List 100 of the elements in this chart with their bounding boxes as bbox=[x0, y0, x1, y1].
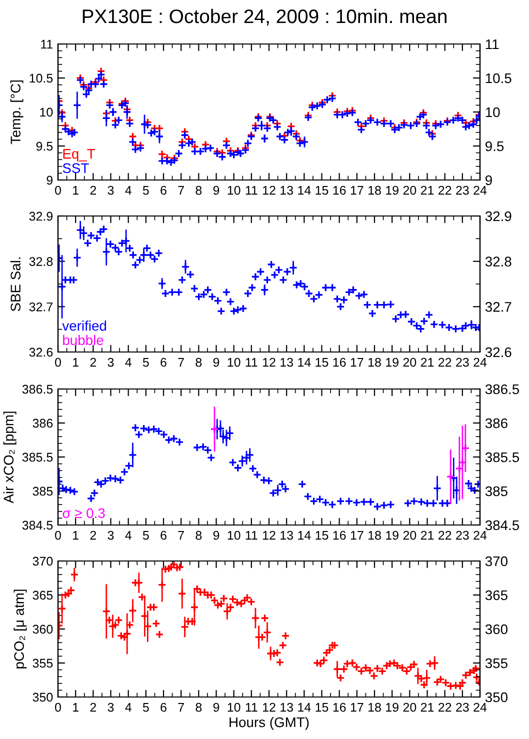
x-tick-label: 1 bbox=[73, 703, 78, 712]
x-tick-label: 17 bbox=[350, 358, 364, 367]
x-tick-label: 23 bbox=[456, 530, 469, 540]
x-tick-label: 7 bbox=[178, 186, 184, 195]
x-tick-label: 13 bbox=[280, 186, 293, 195]
x-tick-label: 14 bbox=[298, 358, 311, 367]
y2-tick-label: 384.5 bbox=[485, 520, 520, 530]
x-tick-label: 7 bbox=[178, 531, 184, 540]
x-tick-label: 2 bbox=[90, 186, 96, 195]
x-tick-label: 18 bbox=[368, 186, 381, 195]
x-tick-label: 8 bbox=[196, 702, 202, 712]
x-tick-label: 4 bbox=[125, 186, 132, 195]
y-tick-label: 385 bbox=[32, 486, 53, 496]
x-tick-label: 8 bbox=[196, 358, 202, 367]
x-tick-label: 3 bbox=[108, 702, 114, 712]
x-tick-label: 18 bbox=[368, 358, 381, 367]
x-tick-label: 1 bbox=[73, 531, 78, 540]
y2-tick-label: 365 bbox=[485, 590, 508, 600]
y-tick-label: 32.8 bbox=[29, 257, 53, 266]
x-tick-label: 5 bbox=[142, 531, 149, 540]
x-tick-label: 7 bbox=[178, 703, 184, 712]
x-tick-label: 16 bbox=[333, 530, 346, 540]
y-tick-label: 370 bbox=[32, 556, 53, 566]
x-tick-label: 18 bbox=[368, 702, 381, 712]
x-tick-label: 15 bbox=[316, 186, 328, 195]
x-tick-label: 2 bbox=[90, 358, 96, 367]
x-tick-label: 12 bbox=[263, 186, 276, 195]
series-label: SST bbox=[62, 163, 89, 174]
y-tick-label: 11 bbox=[41, 40, 53, 49]
text: verified bbox=[62, 320, 106, 331]
x-tick-label: 6 bbox=[160, 530, 166, 540]
x-tick-label: 2 bbox=[90, 702, 96, 712]
x-tick-label: 1 bbox=[73, 186, 78, 195]
x-tick-label: 20 bbox=[403, 358, 416, 367]
y-tick-label: 10.5 bbox=[30, 74, 53, 83]
y-axis-title: Air xCO₂ [ppm] bbox=[3, 412, 16, 504]
y2-tick-label: 10.5 bbox=[486, 73, 512, 84]
x-tick-label: 19 bbox=[386, 358, 398, 367]
x-tick-label: 5 bbox=[142, 186, 149, 195]
x-tick-label: 10 bbox=[228, 702, 240, 712]
x-tick-label: 19 bbox=[386, 702, 398, 712]
y2-tick-label: 350 bbox=[485, 692, 508, 702]
point bbox=[461, 444, 470, 452]
x-tick-label: 10 bbox=[228, 358, 240, 367]
x-tick-label: 16 bbox=[333, 186, 346, 195]
x-tick-label: 11 bbox=[246, 531, 258, 540]
text: σ ≥ 0.3 bbox=[62, 508, 105, 518]
x-tick-label: 5 bbox=[142, 358, 149, 367]
x-tick-label: 10 bbox=[228, 186, 240, 195]
x-tick-label: 3 bbox=[108, 186, 114, 195]
x-tick-label: 16 bbox=[333, 702, 346, 712]
x-tick-label: 7 bbox=[178, 358, 184, 367]
x-tick-label: 21 bbox=[420, 358, 434, 367]
y-tick-label: 32.7 bbox=[29, 302, 53, 312]
y-tick-label: 10 bbox=[40, 108, 53, 117]
x-tick-label: 23 bbox=[456, 702, 469, 712]
y-tick-label: 9 bbox=[46, 176, 53, 185]
x-tick-label: 4 bbox=[125, 358, 132, 367]
x-tick-label: 3 bbox=[108, 358, 114, 367]
y-tick-label: 365 bbox=[32, 590, 53, 600]
x-tick-label: 6 bbox=[160, 702, 166, 712]
x-tick-label: 13 bbox=[280, 702, 293, 712]
x-tick-label: 2 bbox=[90, 530, 96, 540]
x-tick-label: 4 bbox=[125, 531, 132, 540]
x-tick-label: 3 bbox=[108, 530, 114, 540]
y-tick-label: 384.5 bbox=[22, 520, 53, 530]
x-tick-label: 20 bbox=[403, 186, 416, 195]
y2-tick-label: 360 bbox=[485, 624, 508, 634]
x-tick-label: 0 bbox=[55, 358, 61, 367]
x-tick-label: 14 bbox=[298, 703, 311, 712]
x-tick-label: 24 bbox=[474, 358, 487, 367]
y-tick-label: 32.6 bbox=[29, 348, 53, 357]
x-tick-label: 12 bbox=[263, 702, 276, 712]
y-tick-label: 386 bbox=[32, 418, 53, 428]
y2-tick-label: 386.5 bbox=[485, 384, 520, 394]
x-tick-label: 11 bbox=[246, 358, 258, 367]
x-tick-label: 14 bbox=[298, 186, 311, 195]
x-tick-label: 24 bbox=[474, 186, 487, 195]
y-tick-label: 9.5 bbox=[36, 142, 53, 151]
x-tick-label: 19 bbox=[386, 186, 398, 195]
x-tick-label: 9 bbox=[213, 358, 220, 367]
x-tick-label: 20 bbox=[403, 702, 416, 712]
x-tick-label: 12 bbox=[263, 358, 276, 367]
x-tick-label: 15 bbox=[316, 531, 328, 540]
y2-tick-label: 11 bbox=[486, 39, 499, 50]
y-tick-label: 360 bbox=[32, 624, 53, 634]
x-tick-label: 15 bbox=[316, 358, 328, 367]
y2-tick-label: 32.7 bbox=[485, 302, 512, 312]
x-tick-label: 0 bbox=[55, 702, 61, 712]
y2-tick-label: 32.9 bbox=[485, 211, 512, 222]
x-tick-label: 22 bbox=[438, 702, 452, 712]
x-tick-label: 20 bbox=[403, 530, 416, 540]
y2-tick-label: 385 bbox=[485, 486, 508, 496]
y-axis-title: Temp. [°C] bbox=[10, 80, 24, 144]
point bbox=[446, 472, 455, 482]
x-tick-label: 8 bbox=[196, 530, 202, 540]
x-tick-label: 24 bbox=[474, 702, 487, 712]
point bbox=[210, 424, 219, 434]
x-tick-label: 17 bbox=[350, 186, 364, 195]
x-tick-label: 19 bbox=[386, 530, 398, 540]
